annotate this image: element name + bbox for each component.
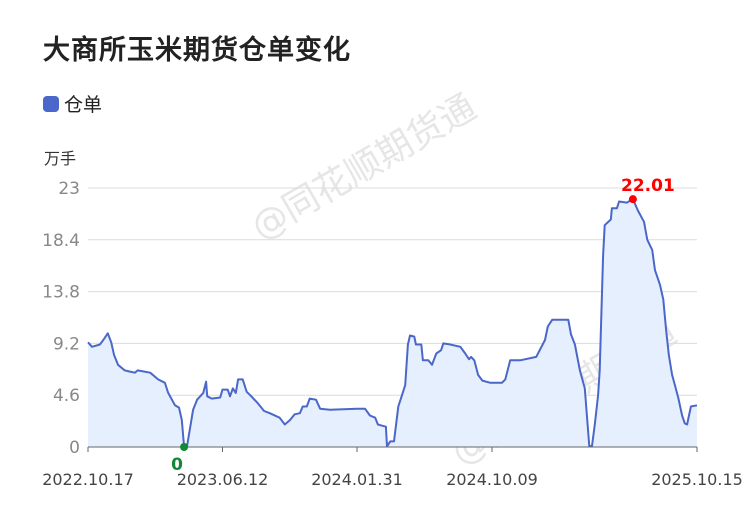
- min-point-marker: [180, 443, 189, 451]
- legend-label: 仓单: [64, 94, 103, 116]
- max-value-label: 22.01: [621, 176, 675, 196]
- x-tick-label: 2025.10.15: [651, 470, 743, 489]
- series-line: [87, 198, 698, 448]
- chart-title: 大商所玉米期货仓单变化: [43, 35, 351, 66]
- y-tick-label: 9.2: [53, 334, 80, 354]
- y-tick-label: 13.8: [42, 283, 80, 303]
- legend-item-warehouse-receipts[interactable]: 仓单: [43, 90, 102, 117]
- max-point-marker: [628, 195, 637, 204]
- y-axis-unit: 万手: [44, 149, 77, 168]
- y-tick-label: 18.4: [42, 231, 80, 251]
- y-tick-label: 23: [58, 179, 80, 199]
- x-tick-label: 2023.06.12: [177, 470, 269, 489]
- x-tick-label: 2024.10.09: [446, 470, 538, 489]
- min-value-label: 0: [171, 455, 183, 475]
- y-tick-label: 4.6: [53, 386, 80, 406]
- x-tick-label: 2022.10.17: [42, 470, 134, 489]
- legend-swatch-icon: [43, 95, 59, 112]
- x-tick-label: 2024.01.31: [311, 470, 403, 489]
- series-area: [88, 199, 697, 447]
- y-tick-label: 0: [69, 438, 80, 458]
